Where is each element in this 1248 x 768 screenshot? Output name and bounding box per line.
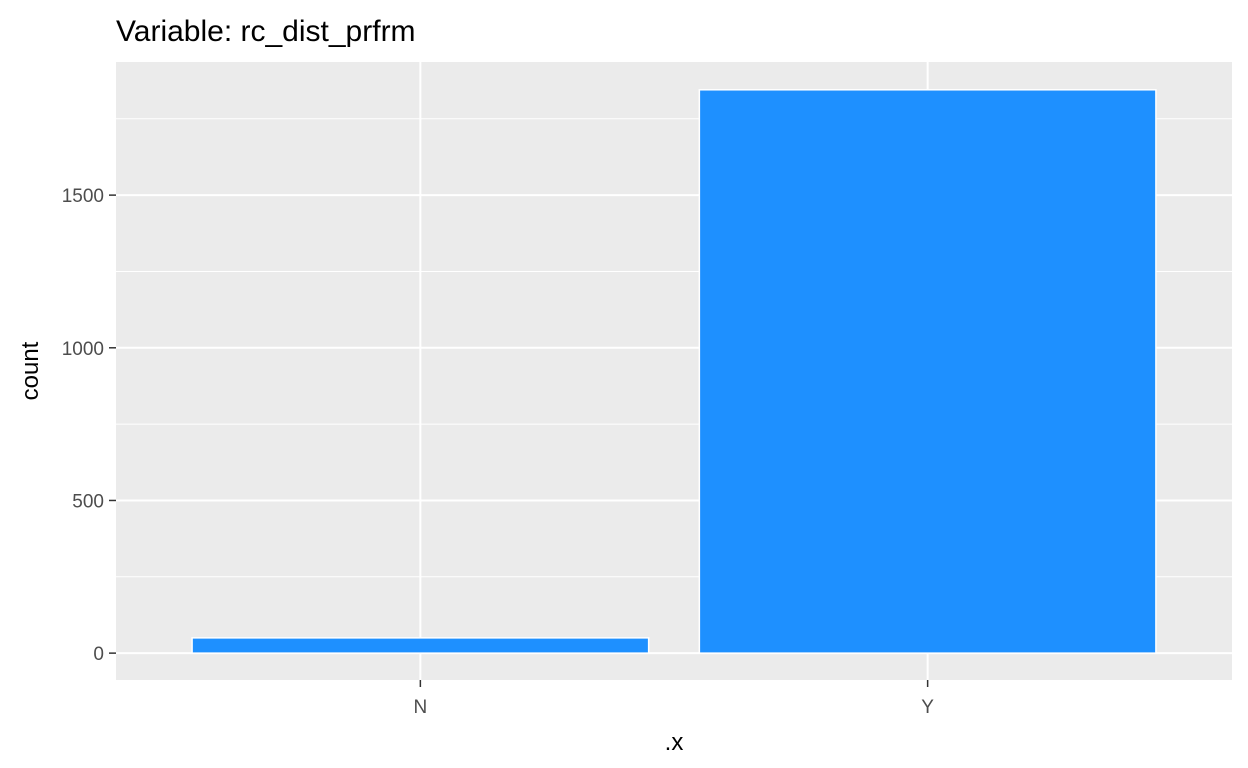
x-tick-label: Y [921,697,934,718]
y-tick-label: 0 [93,644,104,665]
y-axis-title: count [17,341,44,400]
bar-n [191,637,650,654]
bar-y [698,89,1157,654]
y-tick-label: 500 [72,491,104,512]
x-axis-title: .x [665,729,684,756]
y-axis: 0 500 1000 1500 [62,186,116,665]
y-tick-label: 1000 [62,339,104,360]
chart-title: Variable: rc_dist_prfrm [116,15,416,48]
x-tick-label: N [413,697,427,718]
y-tick-label: 1500 [62,186,104,207]
bars [191,89,1157,654]
